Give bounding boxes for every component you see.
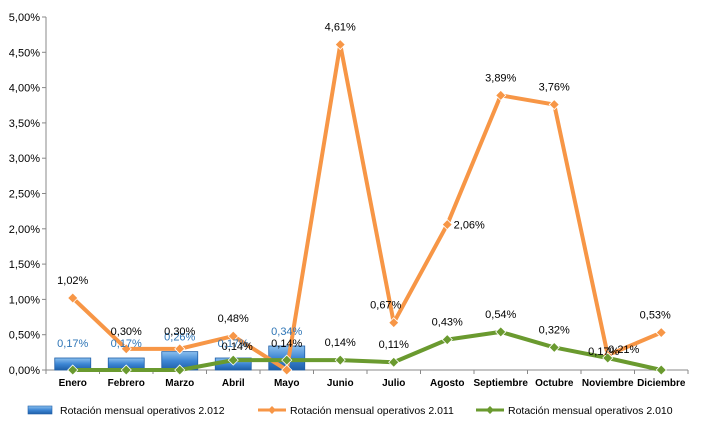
point-marker bbox=[334, 354, 346, 366]
x-tick-label: Febrero bbox=[108, 378, 145, 389]
y-tick-label: 3,50% bbox=[9, 118, 40, 130]
data-label-2012: 0,17% bbox=[57, 338, 88, 350]
series-line-2010 bbox=[72, 329, 662, 372]
data-label-2011: 0,48% bbox=[218, 313, 249, 325]
point-marker bbox=[602, 352, 614, 364]
x-tick-label: Junio bbox=[327, 378, 354, 389]
x-tick-label: Enero bbox=[59, 378, 87, 389]
line-series bbox=[67, 38, 667, 376]
x-tick-label: Septiembre bbox=[474, 378, 529, 389]
data-label-2012: 0,17% bbox=[218, 338, 249, 350]
x-tick-label: Abril bbox=[222, 378, 245, 389]
data-label-2011: 0,53% bbox=[640, 310, 671, 322]
point-marker bbox=[441, 218, 453, 231]
data-labels: 0,17% 0,17% 0,26% 0,17% 0,34% 1,02% 0,30% 0,30%… bbox=[57, 22, 671, 358]
data-label-2010: 0,54% bbox=[485, 309, 516, 321]
y-tick-label: 1,00% bbox=[9, 294, 40, 306]
data-label-2010: 0,14% bbox=[222, 341, 253, 353]
data-label-2011: 0,30% bbox=[111, 326, 142, 338]
x-tick-label: Mayo bbox=[274, 378, 300, 389]
legend-swatch-marker bbox=[268, 406, 276, 414]
data-label-2011: 2,06% bbox=[454, 220, 485, 232]
point-marker bbox=[120, 343, 132, 355]
bar-series-2012 bbox=[54, 345, 306, 371]
point-marker bbox=[548, 98, 560, 111]
point-marker bbox=[227, 330, 239, 342]
legend-label: Rotación mensual operativos 2.012 bbox=[60, 405, 225, 417]
data-label-2010: 0,11% bbox=[379, 339, 410, 351]
y-tick-label: 2,50% bbox=[9, 189, 40, 201]
point-marker bbox=[655, 327, 667, 339]
point-marker bbox=[388, 317, 400, 329]
point-marker bbox=[495, 326, 507, 338]
point-marker bbox=[174, 343, 186, 355]
x-tick-label: Julio bbox=[382, 378, 405, 389]
point-marker bbox=[281, 354, 293, 366]
y-tick-label: 4,50% bbox=[9, 47, 40, 59]
point-marker bbox=[120, 364, 132, 376]
data-label-2011: 0,30% bbox=[164, 326, 195, 338]
x-tick-label: Marzo bbox=[165, 378, 194, 389]
data-label-2012: 0,17% bbox=[111, 338, 142, 350]
data-label-2010: 0,43% bbox=[432, 317, 463, 329]
data-label-2012: 0,26% bbox=[164, 332, 195, 344]
data-label-2011: 0,67% bbox=[370, 300, 401, 312]
point-marker bbox=[441, 334, 453, 346]
legend: Rotación mensual operativos 2.012 Rotació… bbox=[27, 405, 673, 417]
data-label-2011: 3,89% bbox=[485, 72, 516, 84]
data-label-2010: 0,14% bbox=[271, 338, 302, 350]
point-marker bbox=[281, 364, 293, 376]
x-tick-label: Diciembre bbox=[637, 378, 686, 389]
point-marker bbox=[67, 292, 79, 304]
data-label-2011: 4,61% bbox=[325, 22, 356, 34]
legend-label: Rotación mensual operativos 2.010 bbox=[508, 405, 673, 417]
x-tick-label: Noviembre bbox=[582, 378, 634, 389]
y-tick-label: 0,00% bbox=[9, 365, 40, 377]
point-marker bbox=[388, 356, 400, 368]
data-label-2010: 0,14% bbox=[325, 337, 356, 349]
point-marker bbox=[227, 354, 239, 366]
y-tick-label: 3,00% bbox=[9, 153, 40, 165]
point-marker bbox=[334, 38, 346, 51]
x-tick-label: Octubre bbox=[535, 378, 574, 389]
point-marker bbox=[495, 89, 507, 101]
series-line-2011 bbox=[71, 42, 663, 372]
legend-swatch-marker bbox=[486, 406, 494, 414]
data-label-2011: 1,02% bbox=[57, 275, 88, 287]
y-tick-label: 0,50% bbox=[9, 330, 40, 342]
legend-swatch-bar bbox=[27, 405, 53, 415]
legend-label: Rotación mensual operativos 2.011 bbox=[290, 405, 454, 417]
data-label-2011: 3,76% bbox=[539, 82, 570, 94]
y-axis-ticks: 0,00% 0,50% 1,00% 1,50% 2,00% 2,50% 3,00% 3,50%… bbox=[9, 12, 46, 377]
y-tick-label: 1,50% bbox=[9, 259, 40, 271]
data-label-2010: 0,32% bbox=[539, 324, 570, 336]
x-tick-label: Agosto bbox=[430, 378, 464, 389]
y-tick-label: 5,00% bbox=[9, 12, 40, 24]
data-label-2012: 0,34% bbox=[271, 326, 302, 338]
point-marker bbox=[174, 364, 186, 376]
y-tick-label: 4,00% bbox=[9, 83, 40, 95]
y-tick-label: 2,00% bbox=[9, 224, 40, 236]
point-marker bbox=[655, 364, 667, 376]
x-axis-ticks: Enero Febrero Marzo Abril Mayo Junio Julio Agos… bbox=[45, 370, 689, 389]
point-marker bbox=[67, 364, 79, 376]
data-label-2011: 0,21% bbox=[608, 344, 639, 356]
data-label-2010: 0,17% bbox=[588, 346, 619, 358]
point-marker bbox=[548, 341, 560, 353]
